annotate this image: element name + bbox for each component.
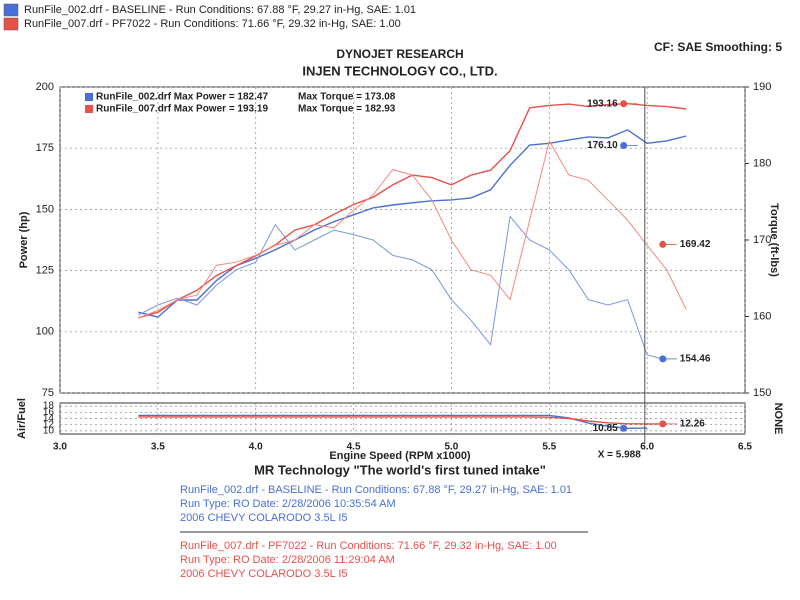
plot-frame <box>59 402 746 435</box>
y-tick-label: 10 <box>43 426 55 437</box>
y2-tick-label: 180 <box>753 157 771 169</box>
y-tick-label: 12 <box>43 419 55 430</box>
y2-tick-label: 160 <box>753 310 771 322</box>
plot-frame <box>59 86 746 394</box>
marker-label: 176.10 <box>587 140 618 151</box>
marker-label: 193.16 <box>587 98 618 109</box>
y-tick-label: 125 <box>36 265 54 277</box>
y2-axis-label: NONE <box>772 403 784 435</box>
tagline: MR Technology "The world's first tuned i… <box>254 462 546 477</box>
run-detail: Run Type: RO Date: 2/28/2006 10:35:54 AM <box>180 498 396 510</box>
x-tick-label: 6.5 <box>738 442 752 453</box>
marker <box>620 142 628 150</box>
run-header: RunFile_007.drf - PF7022 - Run Condition… <box>24 18 401 30</box>
marker-label: 10.85 <box>593 423 618 434</box>
y-tick-label: 18 <box>43 401 55 412</box>
x-tick-label: 6.0 <box>640 442 654 453</box>
company: DYNOJET RESEARCH <box>336 47 463 61</box>
y2-tick-label: 170 <box>753 234 771 246</box>
x-axis-label: Engine Speed (RPM x1000) <box>329 450 471 462</box>
y-tick-label: 14 <box>43 413 55 424</box>
run-detail: 2006 CHEVY COLARODO 3.5L I5 <box>180 512 348 524</box>
settings: CF: SAE Smoothing: 5 <box>654 40 782 54</box>
legend-swatch <box>85 93 93 101</box>
marker-label: 154.46 <box>680 354 711 365</box>
series-line <box>138 139 687 319</box>
x-tick-label: 5.0 <box>444 442 458 453</box>
customer: INJEN TECHNOLOGY CO., LTD. <box>302 63 497 78</box>
y2-axis-label: Torque (ft-lbs) <box>768 203 780 277</box>
marker <box>620 100 628 108</box>
y2-tick-label: 190 <box>753 81 771 93</box>
marker-label: 12.26 <box>680 419 705 430</box>
x-tick-label: 5.5 <box>542 442 556 453</box>
y2-tick-label: 150 <box>753 387 771 399</box>
x-tick-label: 3.0 <box>53 442 67 453</box>
series-line <box>138 129 687 318</box>
y-tick-label: 75 <box>42 387 54 399</box>
marker <box>620 424 628 432</box>
run-header: RunFile_002.drf - BASELINE - Run Conditi… <box>24 4 416 16</box>
x-tick-label: 4.0 <box>249 442 263 453</box>
y-tick-label: 150 <box>36 203 54 215</box>
y-tick-label: 100 <box>36 326 54 338</box>
cursor-label: X = 5.988 <box>598 450 642 461</box>
y-tick-label: 175 <box>36 142 54 154</box>
series-line <box>138 414 648 430</box>
run-detail: RunFile_002.drf - BASELINE - Run Conditi… <box>180 484 572 496</box>
legend-entry: Max Torque = 173.08 <box>298 92 396 103</box>
run-detail: RunFile_007.drf - PF7022 - Run Condition… <box>180 540 557 552</box>
legend-swatch <box>85 105 93 113</box>
y-tick-label: 16 <box>43 407 55 418</box>
legend-entry: Max Torque = 182.93 <box>298 104 396 115</box>
run-swatch <box>3 17 19 31</box>
run-detail: 2006 CHEVY COLARODO 3.5L I5 <box>180 568 348 580</box>
run-detail: Run Type: RO Date: 2/28/2006 11:29:04 AM <box>180 554 395 566</box>
y-axis-label: Air/Fuel <box>16 398 28 439</box>
legend-entry: RunFile_007.drf Max Power = 193.19 <box>96 104 268 115</box>
series-line <box>138 215 667 361</box>
marker <box>659 240 667 248</box>
run-swatch <box>3 3 19 17</box>
marker <box>659 420 667 428</box>
x-tick-label: 3.5 <box>151 442 165 453</box>
legend-entry: RunFile_002.drf Max Power = 182.47 <box>96 92 268 103</box>
marker-label: 169.42 <box>680 239 711 250</box>
series-line <box>138 416 667 425</box>
y-tick-label: 200 <box>36 81 54 93</box>
y-axis-label: Power (hp) <box>18 211 30 268</box>
x-tick-label: 4.5 <box>347 442 361 453</box>
marker <box>659 355 667 363</box>
